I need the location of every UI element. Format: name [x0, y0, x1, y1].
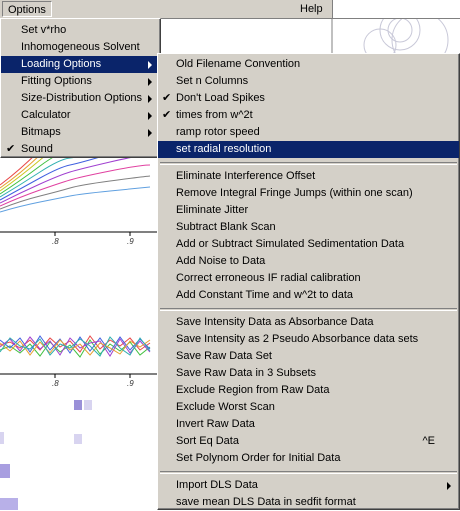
menu-item-add-or-subtract-simulated-data[interactable]: Add or Subtract Simulated Sedimentation … [158, 236, 459, 253]
menu-item-label: Correct erroneous IF radial calibration [176, 272, 361, 284]
menu-item-label: set radial resolution [176, 143, 272, 155]
menu-item-invert-raw-data[interactable]: Invert Raw Data [158, 416, 459, 433]
menu-item-subtract-blank-scan[interactable]: Subtract Blank Scan [158, 219, 459, 236]
menu-item-label: Subtract Blank Scan [176, 221, 276, 233]
menu-item-save-mean-dls-data[interactable]: save mean DLS Data in sedfit format [158, 494, 459, 511]
menu-item-ramp-rotor-speed[interactable]: ramp rotor speed [158, 124, 459, 141]
menu-item-label: Sound [21, 143, 53, 155]
menu-separator [160, 162, 457, 165]
menu-item-label: save mean DLS Data in sedfit format [176, 496, 356, 508]
menu-item-label: ramp rotor speed [176, 126, 260, 138]
menu-item-label: Invert Raw Data [176, 418, 255, 430]
submenu-arrow-icon [148, 95, 152, 103]
menu-item-save-intensity-2-pseudo[interactable]: Save Intensity as 2 Pseudo Absorbance da… [158, 331, 459, 348]
menu-item-old-filename-convention[interactable]: Old Filename Convention [158, 56, 459, 73]
menu-item-label: Set v*rho [21, 24, 67, 36]
menu-item-label: Bitmaps [21, 126, 61, 138]
menu-item-correct-if-radial-calibration[interactable]: Correct erroneous IF radial calibration [158, 270, 459, 287]
loading-options-submenu: Old Filename Convention Set n Columns ✔ D… [157, 53, 460, 510]
menu-item-label: Save Intensity Data as Absorbance Data [176, 316, 374, 328]
menu-item-sort-eq-data[interactable]: Sort Eq Data ^E [158, 433, 459, 450]
menu-item-label: Exclude Region from Raw Data [176, 384, 330, 396]
menu-item-save-intensity-as-absorbance[interactable]: Save Intensity Data as Absorbance Data [158, 314, 459, 331]
submenu-arrow-icon [148, 61, 152, 69]
menu-item-label: Set Polynom Order for Initial Data [176, 452, 341, 464]
menu-bar-right-area [332, 0, 460, 19]
checkmark-icon: ✔ [162, 109, 172, 121]
menu-item-label: Set n Columns [176, 75, 249, 87]
menu-item-eliminate-jitter[interactable]: Eliminate Jitter [158, 202, 459, 219]
shortcut-label: ^E [422, 435, 436, 447]
menu-bar: Options Help [0, 0, 332, 19]
menu-separator [160, 308, 457, 311]
submenu-arrow-icon [447, 482, 451, 490]
menu-item-dont-load-spikes[interactable]: ✔ Don't Load Spikes [158, 90, 459, 107]
menu-item-set-polynom-order[interactable]: Set Polynom Order for Initial Data [158, 450, 459, 467]
residual-plot [0, 335, 151, 358]
menu-item-label: Inhomogeneous Solvent [21, 41, 140, 53]
menu-item-label: Add or Subtract Simulated Sedimentation … [176, 238, 405, 250]
lower-tick-label: .8 [52, 379, 59, 388]
menu-item-fitting-options[interactable]: Fitting Options [1, 73, 160, 90]
menu-item-label: Eliminate Interference Offset [176, 170, 316, 182]
bitmap-blocks [0, 400, 92, 510]
menu-item-label: Size-Distribution Options [21, 92, 143, 104]
menu-item-bitmaps[interactable]: Bitmaps [1, 124, 160, 141]
options-dropdown: Set v*rho Inhomogeneous Solvent Loading … [0, 18, 161, 158]
menu-item-label: Exclude Worst Scan [176, 401, 275, 413]
submenu-arrow-icon [148, 78, 152, 86]
menu-item-loading-options[interactable]: Loading Options [1, 56, 160, 73]
menu-item-save-raw-data-3-subsets[interactable]: Save Raw Data in 3 Subsets [158, 365, 459, 382]
menu-item-inhomogeneous-solvent[interactable]: Inhomogeneous Solvent [1, 39, 160, 56]
menu-item-set-radial-resolution[interactable]: set radial resolution [158, 141, 459, 158]
menu-separator [160, 471, 457, 474]
menu-item-label: Old Filename Convention [176, 58, 301, 70]
menu-options[interactable]: Options [2, 1, 52, 17]
menu-item-size-distribution-options[interactable]: Size-Distribution Options [1, 90, 160, 107]
menu-help[interactable]: Help [300, 3, 323, 15]
menu-item-set-n-columns[interactable]: Set n Columns [158, 73, 459, 90]
menu-item-add-noise-to-data[interactable]: Add Noise to Data [158, 253, 459, 270]
menu-item-label: Add Noise to Data [176, 255, 266, 267]
upper-tick-label: .8 [52, 237, 59, 246]
menu-item-label: Calculator [21, 109, 71, 121]
menu-item-exclude-worst-scan[interactable]: Exclude Worst Scan [158, 399, 459, 416]
menu-item-label: Don't Load Spikes [176, 92, 265, 104]
menu-item-calculator[interactable]: Calculator [1, 107, 160, 124]
menu-item-exclude-region[interactable]: Exclude Region from Raw Data [158, 382, 459, 399]
menu-item-label: Save Raw Data Set [176, 350, 272, 362]
menu-item-label: Save Raw Data in 3 Subsets [176, 367, 317, 379]
checkmark-icon: ✔ [6, 143, 16, 155]
menu-item-label: Sort Eq Data [176, 435, 239, 447]
menu-item-label: Import DLS Data [176, 479, 258, 491]
menu-item-label: Fitting Options [21, 75, 92, 87]
menu-item-import-dls-data[interactable]: Import DLS Data [158, 477, 459, 494]
lower-tick-label: .9 [127, 379, 134, 388]
checkmark-icon: ✔ [162, 92, 172, 104]
menu-item-set-v-rho[interactable]: Set v*rho [1, 22, 160, 39]
menu-item-eliminate-interference-offset[interactable]: Eliminate Interference Offset [158, 168, 459, 185]
menu-item-label: times from w^2t [176, 109, 253, 121]
submenu-arrow-icon [148, 129, 152, 137]
menu-item-times-from-w2t[interactable]: ✔ times from w^2t [158, 107, 459, 124]
upper-tick-label: .9 [127, 237, 134, 246]
menu-item-label: Loading Options [21, 58, 102, 70]
menu-item-add-constant-time[interactable]: Add Constant Time and w^2t to data [158, 287, 459, 304]
menu-item-save-raw-data-set[interactable]: Save Raw Data Set [158, 348, 459, 365]
menu-item-label: Remove Integral Fringe Jumps (within one… [176, 187, 413, 199]
menu-item-sound[interactable]: ✔ Sound [1, 141, 160, 158]
submenu-arrow-icon [148, 112, 152, 120]
menu-item-remove-integral-fringe-jumps[interactable]: Remove Integral Fringe Jumps (within one… [158, 185, 459, 202]
menu-item-label: Eliminate Jitter [176, 204, 249, 216]
menu-item-label: Save Intensity as 2 Pseudo Absorbance da… [176, 333, 419, 345]
menu-item-label: Add Constant Time and w^2t to data [176, 289, 353, 301]
